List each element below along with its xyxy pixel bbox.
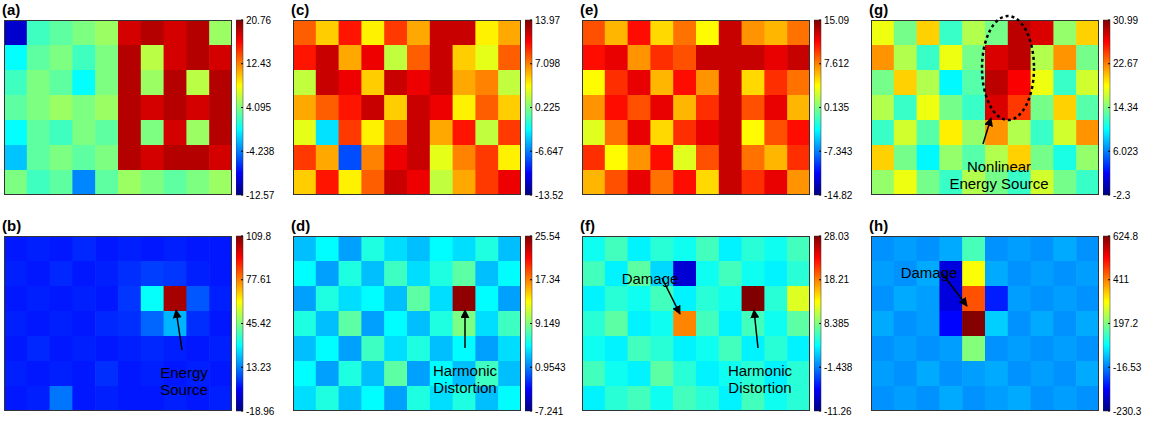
svg-text:-2.3: -2.3 bbox=[1113, 190, 1131, 201]
html-text:(e): (e) bbox=[580, 1, 599, 18]
svg-text:-1.438: -1.438 bbox=[824, 362, 853, 373]
svg-text:9.149: 9.149 bbox=[535, 318, 560, 329]
svg-text:411: 411 bbox=[1113, 274, 1129, 285]
svg-text:12.43: 12.43 bbox=[246, 58, 271, 69]
svg-text:Harmonic: Harmonic bbox=[433, 362, 498, 379]
svg-text:13.23: 13.23 bbox=[246, 362, 271, 373]
svg-text:Distortion: Distortion bbox=[433, 379, 496, 396]
html-text:(a): (a) bbox=[2, 1, 21, 18]
html-text:(b): (b) bbox=[2, 217, 22, 234]
svg-text:-4.238: -4.238 bbox=[246, 146, 275, 157]
svg-text:30.99: 30.99 bbox=[1113, 15, 1138, 26]
svg-text:14.34: 14.34 bbox=[1113, 102, 1138, 113]
svg-text:20.76: 20.76 bbox=[246, 15, 271, 26]
svg-text:28.03: 28.03 bbox=[824, 231, 849, 242]
svg-text:0.225: 0.225 bbox=[535, 102, 560, 113]
svg-text:-16.53: -16.53 bbox=[1113, 362, 1142, 373]
svg-text:Distortion: Distortion bbox=[728, 379, 791, 396]
svg-text:77.61: 77.61 bbox=[246, 274, 271, 285]
svg-text:7.612: 7.612 bbox=[824, 58, 849, 69]
svg-text:-13.52: -13.52 bbox=[535, 190, 564, 201]
svg-text:Damage: Damage bbox=[622, 270, 679, 287]
svg-text:15.09: 15.09 bbox=[824, 15, 849, 26]
svg-text:18.21: 18.21 bbox=[824, 274, 849, 285]
svg-text:25.54: 25.54 bbox=[535, 231, 560, 242]
html-text:(d): (d) bbox=[291, 217, 311, 234]
svg-text:-14.82: -14.82 bbox=[824, 190, 853, 201]
svg-text:45.42: 45.42 bbox=[246, 318, 271, 329]
svg-text:17.34: 17.34 bbox=[535, 274, 560, 285]
svg-text:Energy Source: Energy Source bbox=[949, 175, 1048, 192]
svg-text:-12.57: -12.57 bbox=[246, 190, 275, 201]
svg-text:-7.241: -7.241 bbox=[535, 406, 564, 417]
html-text:(c): (c) bbox=[291, 1, 310, 18]
svg-text:-230.3: -230.3 bbox=[1113, 406, 1142, 417]
svg-text:Source: Source bbox=[160, 381, 208, 398]
svg-text:4.095: 4.095 bbox=[246, 102, 271, 113]
svg-text:Energy: Energy bbox=[160, 364, 208, 381]
svg-text:109.8: 109.8 bbox=[246, 231, 271, 242]
svg-text:8.385: 8.385 bbox=[824, 318, 849, 329]
svg-text:Damage: Damage bbox=[901, 264, 958, 281]
svg-text:7.098: 7.098 bbox=[535, 58, 560, 69]
svg-text:0.9543: 0.9543 bbox=[535, 362, 566, 373]
html-text:(f): (f) bbox=[580, 217, 595, 234]
svg-text:0.135: 0.135 bbox=[824, 102, 849, 113]
svg-text:22.67: 22.67 bbox=[1113, 58, 1138, 69]
svg-text:6.023: 6.023 bbox=[1113, 146, 1138, 157]
svg-text:624.8: 624.8 bbox=[1113, 231, 1138, 242]
html-text:(g): (g) bbox=[869, 1, 889, 18]
html-text:(h): (h) bbox=[869, 217, 889, 234]
svg-text:197.2: 197.2 bbox=[1113, 318, 1138, 329]
svg-text:-11.26: -11.26 bbox=[824, 406, 852, 417]
svg-text:-6.647: -6.647 bbox=[535, 146, 564, 157]
svg-text:-18.96: -18.96 bbox=[246, 406, 275, 417]
svg-text:Harmonic: Harmonic bbox=[728, 362, 793, 379]
svg-text:Nonlinear: Nonlinear bbox=[967, 158, 1031, 175]
svg-text:13.97: 13.97 bbox=[535, 15, 560, 26]
svg-text:-7.343: -7.343 bbox=[824, 146, 853, 157]
